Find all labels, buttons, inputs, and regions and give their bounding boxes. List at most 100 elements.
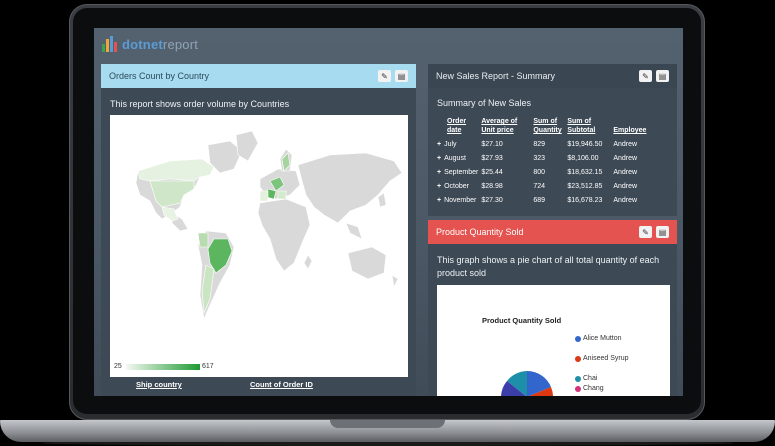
orders-panel: Orders Count by Country ✎ ▤ This report … <box>101 64 416 396</box>
header-sum-subtotal[interactable]: Sum of Subtotal <box>567 118 596 134</box>
row-order-date[interactable]: + August <box>437 152 481 166</box>
row-order-date[interactable]: + October <box>437 180 481 194</box>
legend-item[interactable]: Chang <box>575 384 604 393</box>
legend-dot <box>575 356 581 362</box>
row-order-date[interactable]: + November <box>437 194 481 208</box>
legend-item[interactable]: Aniseed Syrup <box>575 354 629 363</box>
row-employee: Andrew <box>613 155 638 162</box>
product-panel-title: Product Quantity Sold <box>436 227 524 237</box>
summary-row[interactable]: + September $25.44 800 $18,632.15 Andrew <box>437 166 649 180</box>
row-month: August <box>444 155 466 162</box>
logo-text-a: dotnet <box>122 36 163 52</box>
pie-svg <box>501 371 554 396</box>
legend-dot <box>575 376 581 382</box>
row-subtotal: $8,106.00 <box>567 155 599 162</box>
pie-slice-chai <box>507 371 527 396</box>
header-order-date[interactable]: Order date <box>447 118 467 134</box>
row-employee: Andrew <box>613 169 638 176</box>
legend-min: 25 <box>114 363 122 370</box>
summary-subtitle: Summary of New Sales <box>437 98 532 108</box>
world-map-svg <box>135 130 403 321</box>
expand-plus-icon[interactable]: + <box>437 141 442 148</box>
edit-icon[interactable]: ✎ <box>639 70 652 82</box>
world-map[interactable]: 25 617 <box>110 115 408 377</box>
row-month: July <box>444 141 457 148</box>
product-panel: Product Quantity Sold ✎ ▤ This graph sho… <box>428 220 677 396</box>
expand-plus-icon[interactable]: + <box>437 155 442 162</box>
summary-table: Order date Average of Unit price Sum of … <box>437 117 649 208</box>
logo[interactable]: dotnetreport <box>102 34 198 54</box>
legend-item[interactable]: Alice Mutton <box>575 334 622 343</box>
header-sum-quantity[interactable]: Sum of Quantity <box>533 118 562 134</box>
row-subtotal: $23,512.85 <box>567 183 603 190</box>
orders-description: This report shows order volume by Countr… <box>110 99 290 109</box>
ship-country-column[interactable]: Ship country <box>136 380 182 389</box>
row-avg-price: $27.30 <box>481 197 503 204</box>
legend-item[interactable]: Chai <box>575 374 598 383</box>
expand-plus-icon[interactable]: + <box>437 183 442 190</box>
pie-slice-other <box>501 381 526 396</box>
summary-row[interactable]: + October $28.98 724 $23,512.85 Andrew <box>437 180 649 194</box>
laptop-notch <box>330 420 445 428</box>
product-panel-header: Product Quantity Sold ✎ ▤ <box>428 220 677 244</box>
logo-text: dotnetreport <box>122 37 198 52</box>
pie-slice-aniseed-syrup <box>529 387 554 396</box>
row-subtotal: $19,946.50 <box>567 141 603 148</box>
row-employee: Andrew <box>613 141 638 148</box>
summary-body: + July $27.10 829 $19,946.50 Andrew + August $27… <box>437 138 649 208</box>
row-employee: Andrew <box>613 197 638 204</box>
screen: dotnetreport Orders Count by Country ✎ ▤… <box>94 28 683 396</box>
expand-plus-icon[interactable]: + <box>437 197 442 204</box>
row-month: October <box>444 183 469 190</box>
row-employee: Andrew <box>613 183 638 190</box>
summary-row[interactable]: + July $27.10 829 $19,946.50 Andrew <box>437 138 649 152</box>
row-avg-price: $27.93 <box>481 155 503 162</box>
legend-label: Chang <box>583 385 604 392</box>
row-quantity: 724 <box>533 183 546 190</box>
pie-slice-alice-mutton <box>527 371 551 396</box>
header-avg-unit-price[interactable]: Average of Unit price <box>481 118 518 134</box>
edit-icon[interactable]: ✎ <box>639 226 652 238</box>
row-quantity: 829 <box>533 141 546 148</box>
row-month: September <box>444 169 479 176</box>
summary-row[interactable]: + November $27.30 689 $16,678.23 Andrew <box>437 194 649 208</box>
row-month: November <box>444 197 477 204</box>
logo-text-b: report <box>162 36 199 52</box>
legend-label: Alice Mutton <box>583 335 622 342</box>
pie-title: Product Quantity Sold <box>482 316 562 325</box>
legend-gradient <box>126 364 200 370</box>
summary-panel-header: New Sales Report - Summary ✎ ▤ <box>428 64 677 88</box>
row-quantity: 800 <box>533 169 546 176</box>
row-subtotal: $16,678.23 <box>567 197 603 204</box>
pie-chart[interactable]: Product Quantity Sold Alice Mutton Anise… <box>437 285 670 396</box>
legend-dot <box>575 386 581 392</box>
edit-icon[interactable]: ✎ <box>378 70 391 82</box>
export-icon[interactable]: ▤ <box>395 70 408 82</box>
row-avg-price: $25.44 <box>481 169 503 176</box>
laptop-shadow <box>40 440 735 446</box>
row-subtotal: $18,632.15 <box>567 169 603 176</box>
expand-plus-icon[interactable]: + <box>437 169 442 176</box>
orders-panel-title: Orders Count by Country <box>109 71 210 81</box>
product-description: This graph shows a pie chart of all tota… <box>437 255 660 278</box>
legend-label: Chai <box>583 375 598 382</box>
export-icon[interactable]: ▤ <box>656 70 669 82</box>
row-order-date[interactable]: + September <box>437 166 481 180</box>
legend-dot <box>575 336 581 342</box>
summary-row[interactable]: + August $27.93 323 $8,106.00 Andrew <box>437 152 649 166</box>
count-order-id-column[interactable]: Count of Order ID <box>250 380 313 389</box>
header-employee[interactable]: Employee <box>613 127 647 134</box>
row-quantity: 323 <box>533 155 546 162</box>
orders-panel-header: Orders Count by Country ✎ ▤ <box>101 64 416 88</box>
summary-panel: New Sales Report - Summary ✎ ▤ Summary o… <box>428 64 677 216</box>
export-icon[interactable]: ▤ <box>656 226 669 238</box>
logo-bars-icon <box>102 36 118 52</box>
summary-header-row: Order date Average of Unit price Sum of … <box>437 117 649 138</box>
legend-label: Aniseed Syrup <box>583 355 629 362</box>
legend-max: 617 <box>202 363 214 370</box>
row-quantity: 689 <box>533 197 546 204</box>
row-order-date[interactable]: + July <box>437 138 481 152</box>
row-avg-price: $27.10 <box>481 141 503 148</box>
row-avg-price: $28.98 <box>481 183 503 190</box>
